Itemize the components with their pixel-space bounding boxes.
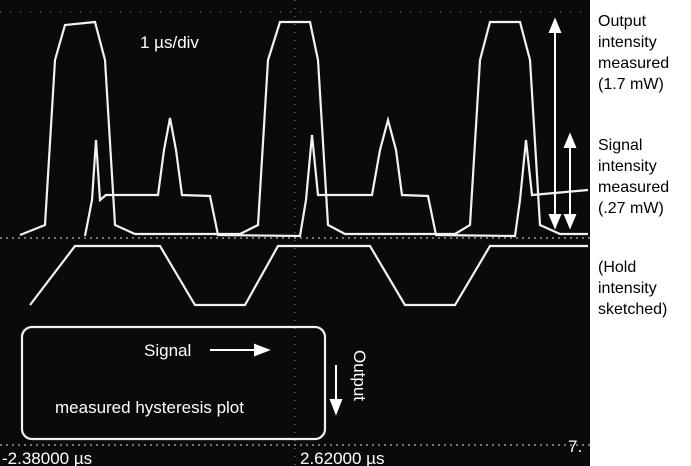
annotation-line: (1.7 mW) [598, 76, 664, 93]
annotation-line: (Hold [598, 259, 636, 276]
output-label: Output [350, 350, 369, 401]
figure: 1 µs/div Signal Output measured hysteres… [0, 0, 691, 466]
annotation-line: intensity [598, 34, 657, 51]
annotations: Output intensity measured (1.7 mW) Signal int… [598, 13, 669, 318]
annotation-line: (.27 mW) [598, 200, 664, 217]
corner-label: 7. [568, 437, 582, 456]
time-end: 2.62000 µs [300, 449, 384, 466]
annotation-line: Signal [598, 137, 642, 154]
annotation-line: measured [598, 179, 669, 196]
page: 1 µs/div Signal Output measured hysteres… [0, 0, 691, 466]
annotation-line: intensity [598, 158, 657, 175]
plot-label: measured hysteresis plot [55, 398, 244, 417]
annotation-line: sketched) [598, 301, 667, 318]
annotation-line: Output [598, 13, 647, 30]
annotation-line: intensity [598, 280, 657, 297]
time-start: -2.38000 µs [2, 449, 92, 466]
scale-label: 1 µs/div [140, 33, 199, 52]
annotation-line: measured [598, 55, 669, 72]
signal-label: Signal [144, 341, 191, 360]
